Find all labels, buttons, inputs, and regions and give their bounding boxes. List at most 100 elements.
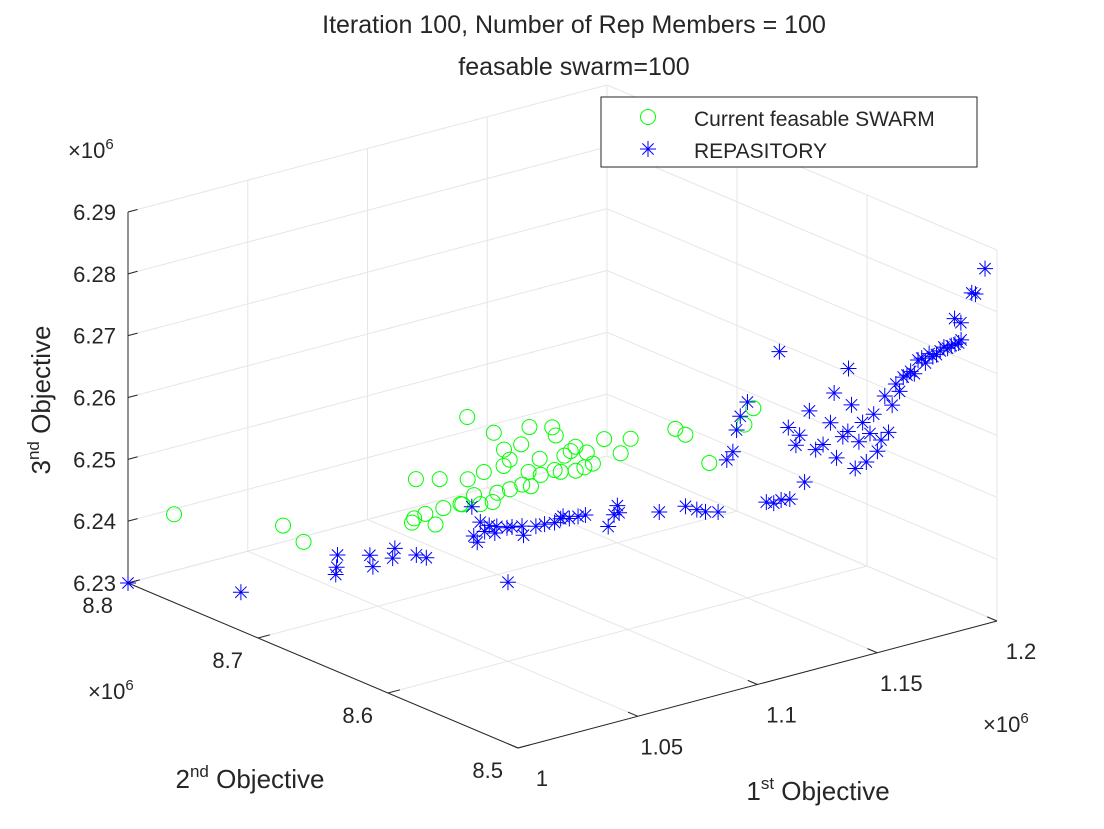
repository-point [963,284,980,301]
repository-point [536,516,553,533]
swarm-point [275,517,292,534]
grid-line [127,393,608,522]
grid-line [487,487,878,654]
x-tick [747,679,758,685]
swarm-point [567,438,584,455]
swarm-point [459,408,476,425]
repository-point [858,454,875,471]
z-tick-label: 6.26 [73,386,116,411]
repository-point [724,443,741,460]
repository-point [555,508,572,525]
chart-title-line1: Iteration 100, Number of Rep Members = 1… [322,11,826,39]
grid-line [127,146,608,275]
repository-point [728,421,745,438]
swarm-point [406,510,423,527]
repository-point [873,432,890,449]
swarm-point [501,451,518,468]
repository-point [854,414,871,431]
z-tick-label: 6.25 [73,447,116,472]
swarm-point [166,506,183,523]
repository-point [884,397,901,414]
z-tick [127,394,138,398]
repository-point [828,449,845,466]
repository-point [408,546,425,563]
repository-point [953,331,970,348]
swarm-point [459,471,476,488]
grid-line [127,208,608,337]
repository-point [328,559,345,576]
grid-line [606,208,998,375]
z-tick-label: 6.24 [73,509,116,534]
x-tick [867,648,878,654]
legend-repository-label: REPASITORY [694,140,827,163]
repository-point [815,436,832,453]
repository-point [847,460,864,477]
swarm-point [667,420,684,437]
z-tick [127,332,138,337]
z-tick [127,456,138,460]
grid-line [127,455,608,584]
repository-point [839,423,856,440]
x-axis-label: 1st Objective [746,774,889,806]
swarm-point [544,419,561,436]
repository-point [801,402,818,419]
x-tick [987,616,998,622]
repository-point [850,433,867,450]
repository-point [977,260,994,277]
repository-point [384,550,401,567]
swarm-point [567,462,584,479]
repository-point [840,360,857,377]
swarm-point [612,445,629,462]
repository-point [862,425,878,442]
grid-lines [127,84,998,749]
repository-point [361,547,378,564]
repository-point [791,427,808,444]
legend-swarm-marker [640,109,656,125]
repository-point [732,408,749,425]
y-exponent-label: ×106 [88,677,134,704]
repository-point [710,504,727,521]
repository-point [718,451,735,468]
repository-point [758,494,775,511]
x-tick-label: 1.05 [640,734,683,759]
z-tick-label: 6.27 [73,324,116,349]
swarm-point [403,514,420,531]
y-tick-label: 8.8 [82,593,113,618]
swarm-point [484,493,501,510]
repository-point [504,519,520,536]
swarm-point [522,478,539,495]
y-tick [257,634,271,639]
z-tick-label: 6.29 [73,200,116,225]
repository-point [465,527,482,544]
repository-point [796,474,813,491]
swarm-point [513,436,530,453]
repository-point [865,406,882,423]
repository-point [232,584,249,601]
repository-point [651,504,668,521]
repository-point [364,558,381,575]
tick-labels: 1 1.05 1.1 1.15 1.2 8.5 8.6 8.7 8.86.23 6.24 6.25 6… [73,200,1036,791]
swarm-point [495,457,512,474]
swarm-point [745,400,762,417]
y-tick-label: 8.5 [472,758,503,783]
x-tick-label: 1.2 [1006,639,1037,664]
grid-line [367,519,758,685]
legend-repository-marker [640,141,656,157]
swarm-point [547,427,564,444]
grid-line [606,146,998,313]
repository-point [688,501,705,518]
swarm-point [578,444,595,461]
y-tick [387,689,401,694]
repository-point [600,518,617,535]
repository-point [780,419,797,436]
y-axis-line [127,582,519,749]
swarm-point [556,447,573,464]
repository-point [463,498,480,515]
y-tick-label: 8.6 [342,703,373,728]
repository-point [386,540,403,557]
swarm-point [475,464,492,481]
swarm-point [466,487,483,504]
repository-point [120,575,136,591]
swarm-point [521,419,538,436]
